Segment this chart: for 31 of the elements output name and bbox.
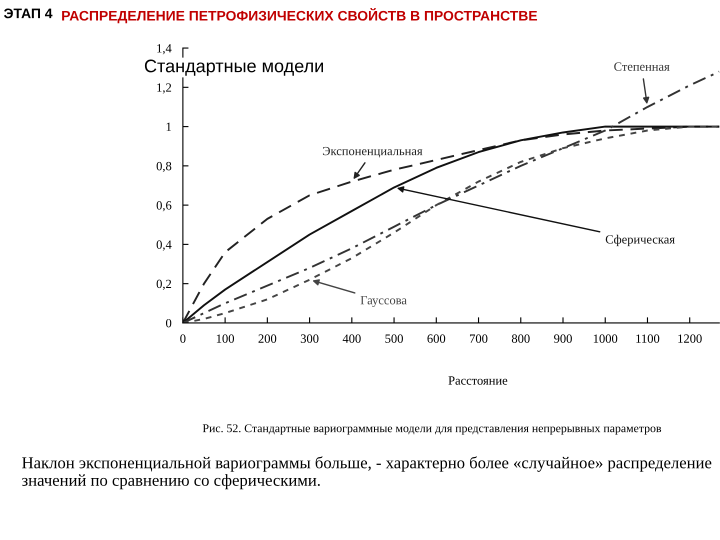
annotation: Стандартные модели [144, 60, 323, 76]
x-tick-label: 100 [216, 334, 234, 343]
y-tick-label: 0 [166, 318, 172, 328]
x-tick-label: 1200 [678, 334, 702, 343]
x-tick-label: 400 [342, 334, 361, 343]
x-tick-label: 1100 [636, 334, 660, 343]
text: Рис. 52. Стандартные вариограммные модели для представления непрерывных параметров [202, 424, 662, 435]
x-tick-label: 700 [470, 334, 488, 343]
y-tick-label: 1 [166, 122, 172, 131]
x-tick-label: 1000 [594, 334, 618, 343]
x-tick-label: 900 [554, 334, 572, 343]
x-tick-label: 200 [258, 334, 276, 343]
chart-subtitle: РАСПРЕДЕЛЕНИЕ ПЕТРОФИЗИЧЕСКИХ СВОЙСТВ В ПРОСТРАНСТВЕ [62, 8, 538, 24]
y-tick-label: 1,4 [157, 44, 172, 54]
x-axis-title: Расстояние [448, 376, 508, 385]
x-tick-label: 500 [385, 334, 403, 343]
y-tick-label: 0,4 [156, 240, 172, 251]
text: Наклон экспоненциальной вариограммы больше, - характерно более «случайное» распределение значений по сравнению со сферическими. [22, 456, 712, 490]
y-tick-label: 0,6 [156, 201, 172, 212]
y-tick-label: 0,8 [156, 162, 172, 172]
text: Гауссова [360, 296, 407, 307]
x-tick-label: 0 [180, 334, 186, 343]
series-label: Экспоненциальная [322, 146, 422, 158]
x-tick-label: 600 [427, 334, 446, 343]
x-tick-label: 300 [300, 334, 318, 343]
x-tick-label: 800 [512, 334, 530, 343]
text: Сферическая [606, 234, 675, 246]
y-tick-label: 1,2 [157, 83, 172, 94]
text: ЭТАП 4 [4, 8, 52, 18]
series-label: Степенная [614, 62, 670, 71]
y-tick-label: 0,2 [156, 280, 172, 290]
